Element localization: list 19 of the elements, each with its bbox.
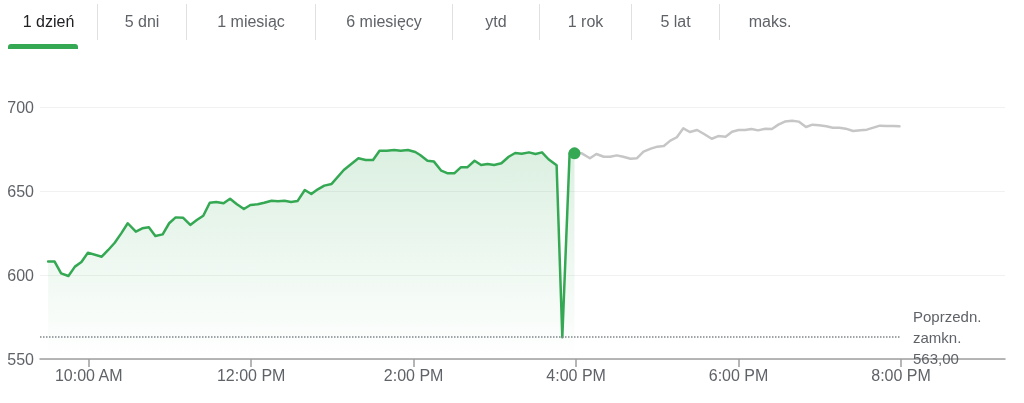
x-tick-label: 8:00 PM — [871, 366, 931, 384]
text: maks. — [747, 12, 793, 32]
text: 1 miesiąc — [187, 4, 316, 40]
text: 1 rok — [540, 4, 632, 40]
text: ytd — [453, 4, 540, 40]
x-tick-label: 10:00 AM — [54, 366, 123, 384]
ref-line-label: Poprzedn. zamkn. 563,00 — [913, 307, 982, 367]
y-tick-label: 550 — [7, 350, 35, 368]
x-tick-label: 4:00 PM — [546, 366, 606, 384]
x-tick-label: 2:00 PM — [383, 366, 444, 384]
text: 1 dzień — [0, 4, 98, 40]
y-tick-label: 700 — [7, 98, 35, 116]
text: 5 dni — [98, 4, 187, 40]
x-tick-label: 6:00 PM — [708, 366, 769, 384]
text: 5 lat — [632, 4, 720, 40]
text: 6 miesięcy — [316, 4, 453, 40]
y-tick-label: 600 — [7, 266, 35, 284]
y-tick-label: 650 — [7, 182, 35, 200]
x-tick-label: 12:00 PM — [216, 366, 286, 384]
